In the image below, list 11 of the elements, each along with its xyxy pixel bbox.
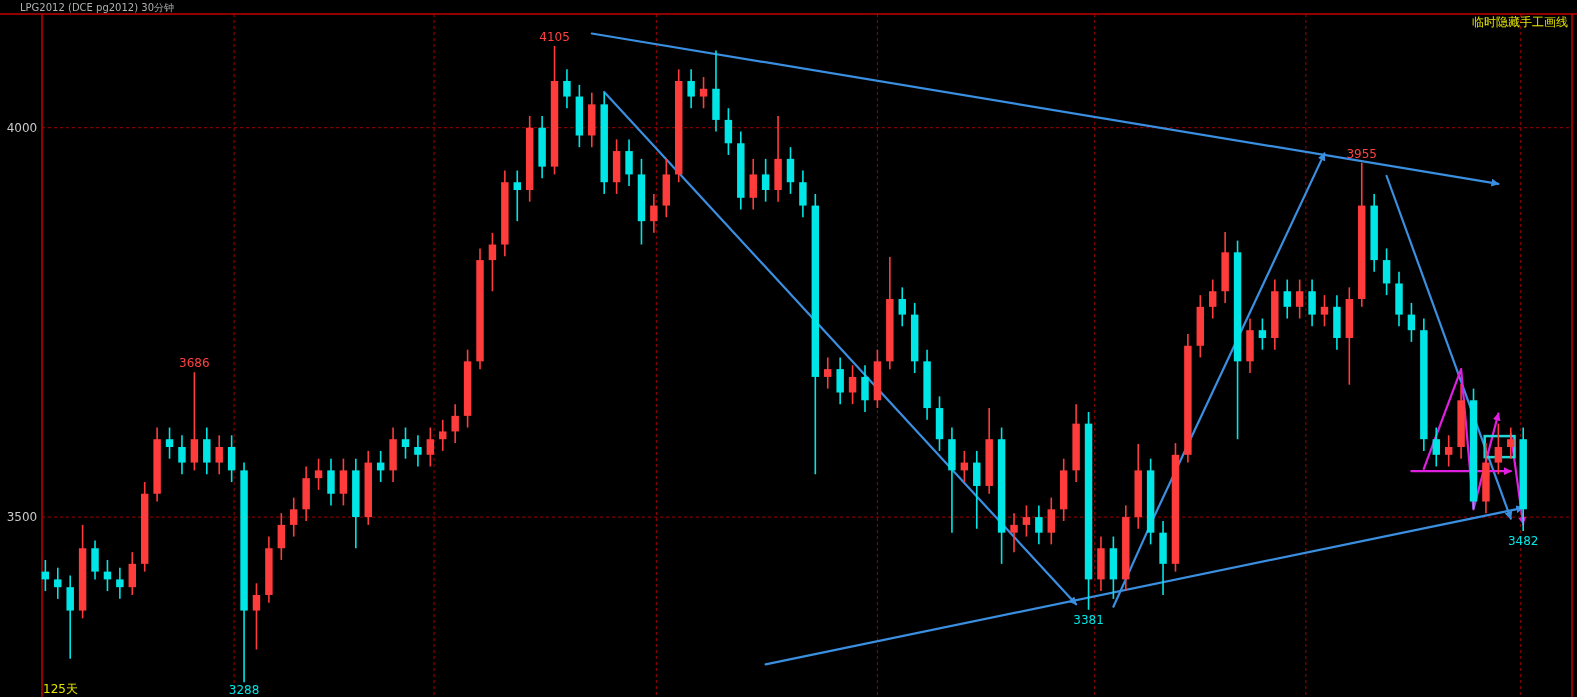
annotation: 临时隐藏手工画线: [1472, 15, 1568, 29]
annotation: 3288: [228, 683, 260, 697]
y-tick-label: 4000: [6, 120, 38, 135]
annotation: 3955: [1346, 146, 1378, 161]
annotation: 125天: [43, 682, 78, 696]
annotation: 3381: [1073, 612, 1104, 627]
annotation: 3482: [1507, 534, 1539, 549]
chart-title: LPG2012 (DCE pg2012) 30分钟: [20, 2, 175, 13]
annotation: 4105: [539, 29, 570, 44]
y-tick-label: 3500: [6, 510, 38, 525]
annotation: 3686: [179, 356, 210, 371]
